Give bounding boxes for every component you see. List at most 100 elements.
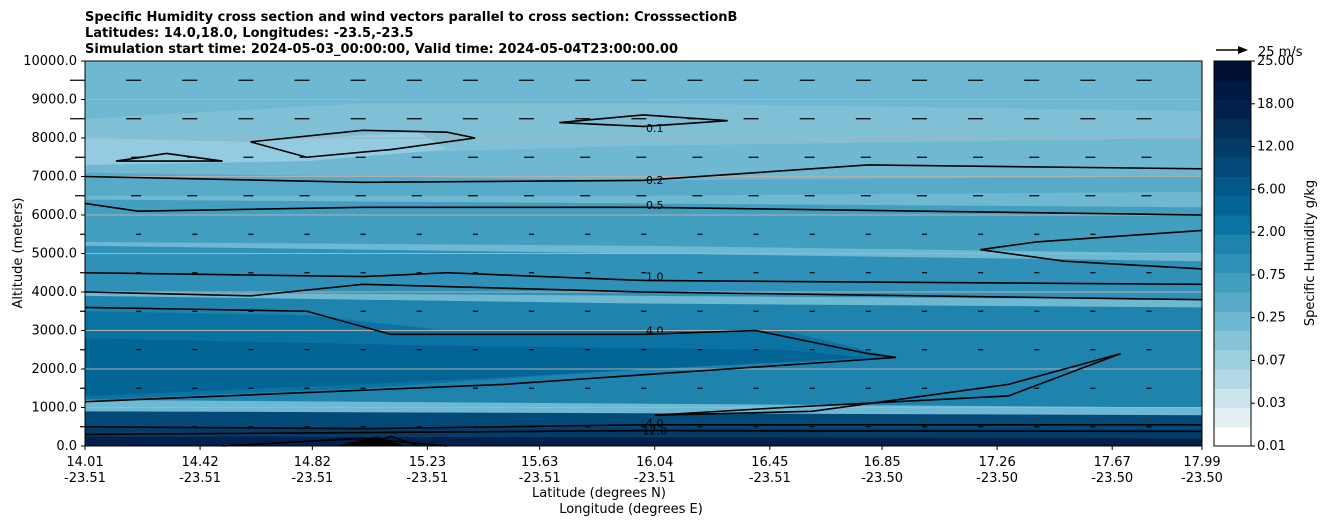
contour-line-7 xyxy=(980,248,1203,270)
title-line-3: Simulation start time: 2024-05-03_00:00:… xyxy=(85,42,678,57)
colorbar-frame xyxy=(1213,60,1252,447)
colorbar-label: Specific Humidity g/kg xyxy=(1303,180,1318,326)
contour-label: 0.5 xyxy=(646,199,664,212)
colorbar-tick-label: 25.00 xyxy=(1257,54,1294,69)
contour-label: 1.0 xyxy=(646,270,664,283)
x-tick-label-lat: 15.63 xyxy=(521,455,558,470)
x-tick-label-lat: 16.85 xyxy=(863,455,900,470)
quiver-key-arrowhead-icon xyxy=(1238,46,1248,54)
x-tick-label-lat: 14.01 xyxy=(66,455,103,470)
x-tick-label-lon: -23.51 xyxy=(634,471,676,486)
colorbar-segment xyxy=(1214,176,1251,197)
colorbar: 0.01 0.03 0.07 0.25 0.75 2.00 6.00 12.00 18.00 25… xyxy=(1213,54,1294,454)
contour-labels: 0.10.20.51.04.04.012.0 xyxy=(642,122,667,437)
x-tick-label-lon: -23.51 xyxy=(519,471,561,486)
colorbar-segment xyxy=(1214,215,1251,235)
x-tick-label-lon: -23.50 xyxy=(1181,471,1223,486)
colorbar-segment xyxy=(1214,234,1251,254)
x-tick-label-lat: 16.04 xyxy=(636,455,673,470)
colorbar-segment xyxy=(1214,99,1251,120)
title-line-1: Specific Humidity cross section and wind… xyxy=(85,10,737,25)
colorbar-segment xyxy=(1214,292,1251,312)
x-tick-label-lon: -23.51 xyxy=(749,471,791,486)
x-tick-label-lat: 15.23 xyxy=(409,455,446,470)
y-tick-label: 10000.0 xyxy=(23,54,77,69)
quiver-key-label: 25 m/s xyxy=(1258,45,1303,60)
colorbar-tick-label: 2.00 xyxy=(1257,225,1286,240)
y-tick-label: 8000.0 xyxy=(32,131,78,146)
colorbar-segment xyxy=(1214,426,1251,447)
colorbar-segment xyxy=(1214,80,1251,100)
colorbar-segment xyxy=(1214,118,1251,139)
colorbar-tick-label: 0.25 xyxy=(1257,311,1286,326)
y-axis-label: Altitude (meters) xyxy=(11,198,26,309)
colorbar-segment xyxy=(1214,157,1251,177)
y-tick-label: 0.0 xyxy=(56,439,77,454)
x-tick-label-lon: -23.50 xyxy=(861,471,903,486)
title-line-2: Latitudes: 14.0,18.0, Longitudes: -23.5,… xyxy=(85,26,414,41)
colorbar-tick-label: 0.75 xyxy=(1257,268,1286,283)
contour-line-2 xyxy=(559,114,728,128)
colorbar-segment xyxy=(1214,407,1251,428)
y-tick-label: 9000.0 xyxy=(32,93,78,108)
quiver-key: 25 m/s xyxy=(1216,45,1303,60)
colorbar-segment xyxy=(1214,330,1251,351)
humidity-band-4 xyxy=(85,199,1202,254)
y-tick-label: 7000.0 xyxy=(32,170,78,185)
x-tick-label-lat: 17.67 xyxy=(1094,455,1131,470)
x-axis-label-lon: Longitude (degrees E) xyxy=(559,502,703,517)
contour-line-4 xyxy=(84,202,1203,216)
x-tick-label-lat: 14.82 xyxy=(294,455,331,470)
x-tick-label-lon: -23.51 xyxy=(179,471,221,486)
chart-title: Specific Humidity cross section and wind… xyxy=(85,10,737,57)
contour-line-14 xyxy=(362,435,420,447)
y-tick-label: 2000.0 xyxy=(32,362,78,377)
y-tick-label: 1000.0 xyxy=(32,401,78,416)
contour-label: 4.0 xyxy=(646,417,664,430)
x-tick-label-lon: -23.50 xyxy=(1091,471,1133,486)
humidity-band-8 xyxy=(85,338,869,396)
colorbar-tick-label: 0.01 xyxy=(1257,439,1286,454)
contour-line-12 xyxy=(84,429,1203,436)
colorbar-segment xyxy=(1214,253,1251,274)
y-tick-label: 4000.0 xyxy=(32,285,78,300)
plot-area: 0.10.20.51.04.04.012.0 xyxy=(70,60,1203,447)
contour-label: 12.0 xyxy=(642,424,667,437)
contour-label: 4.0 xyxy=(646,324,664,337)
x-tick-label-lon: -23.51 xyxy=(64,471,106,486)
contour-line-10 xyxy=(654,352,1121,416)
contour-label: 0.2 xyxy=(646,174,664,187)
contour-line-11 xyxy=(84,424,1202,430)
colorbar-segment xyxy=(1214,138,1251,158)
contour-line-9 xyxy=(84,306,897,403)
colorbar-tick-label: 0.07 xyxy=(1257,353,1286,368)
x-tick-label-lat: 17.99 xyxy=(1183,455,1220,470)
colorbar-tick-label: 0.03 xyxy=(1257,396,1286,411)
colorbar-segment xyxy=(1214,195,1251,216)
x-tick-label-lon: -23.51 xyxy=(291,471,333,486)
x-tick-label-lon: -23.50 xyxy=(976,471,1018,486)
wind-vectors xyxy=(70,79,1152,428)
colorbar-segment xyxy=(1214,388,1251,408)
colorbar-segment xyxy=(1214,272,1251,293)
contour-label: 0.1 xyxy=(646,122,664,135)
colorbar-tick-label: 6.00 xyxy=(1257,182,1286,197)
humidity-band-3 xyxy=(85,172,1202,196)
x-axis-ticks: 14.01-23.5114.42-23.5114.82-23.5115.23-2… xyxy=(64,446,1223,486)
x-axis-label-lat: Latitude (degrees N) xyxy=(532,486,666,501)
x-tick-label-lat: 16.45 xyxy=(751,455,788,470)
colorbar-tick-label: 18.00 xyxy=(1257,97,1294,112)
y-axis-ticks: 0.0 1000.0 2000.0 3000.0 4000.0 5000.0 6000.0 7… xyxy=(23,54,85,454)
y-tick-label: 5000.0 xyxy=(32,247,78,262)
y-tick-label: 3000.0 xyxy=(32,324,78,339)
contour-line-13 xyxy=(222,437,448,447)
contour-line-8 xyxy=(84,283,1203,301)
colorbar-segment xyxy=(1214,349,1251,370)
x-tick-label-lon: -23.51 xyxy=(406,471,448,486)
colorbar-segment xyxy=(1214,369,1251,389)
colorbar-tick-label: 12.00 xyxy=(1257,140,1294,155)
x-tick-label-lat: 14.42 xyxy=(181,455,218,470)
y-tick-label: 6000.0 xyxy=(32,208,78,223)
colorbar-segment xyxy=(1214,311,1251,331)
